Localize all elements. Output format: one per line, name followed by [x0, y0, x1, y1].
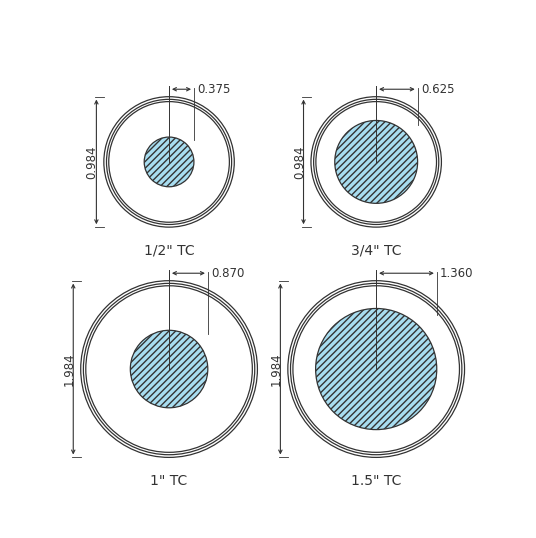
- Text: 1.360: 1.360: [440, 267, 474, 280]
- Circle shape: [335, 121, 418, 203]
- Circle shape: [314, 100, 439, 224]
- Circle shape: [288, 281, 465, 457]
- Text: 1/2" TC: 1/2" TC: [144, 244, 195, 258]
- Text: 0.984: 0.984: [293, 145, 306, 179]
- Circle shape: [104, 97, 234, 227]
- Text: 0.870: 0.870: [211, 267, 244, 280]
- Circle shape: [144, 137, 194, 187]
- Circle shape: [86, 286, 252, 452]
- Circle shape: [81, 281, 257, 457]
- Circle shape: [293, 286, 459, 452]
- Text: 1.5" TC: 1.5" TC: [351, 474, 401, 488]
- Circle shape: [316, 102, 436, 222]
- Circle shape: [107, 100, 232, 224]
- Circle shape: [291, 284, 462, 455]
- Text: 1.984: 1.984: [63, 352, 76, 386]
- Text: 0.984: 0.984: [86, 145, 99, 179]
- Text: 0.375: 0.375: [197, 83, 230, 96]
- Text: 0.625: 0.625: [421, 83, 455, 96]
- Circle shape: [130, 330, 208, 408]
- Circle shape: [316, 308, 437, 430]
- Text: 1.984: 1.984: [270, 352, 283, 386]
- Text: 3/4" TC: 3/4" TC: [351, 244, 401, 258]
- Circle shape: [109, 102, 229, 222]
- Circle shape: [311, 97, 442, 227]
- Text: 1" TC: 1" TC: [151, 474, 188, 488]
- Circle shape: [84, 284, 255, 455]
